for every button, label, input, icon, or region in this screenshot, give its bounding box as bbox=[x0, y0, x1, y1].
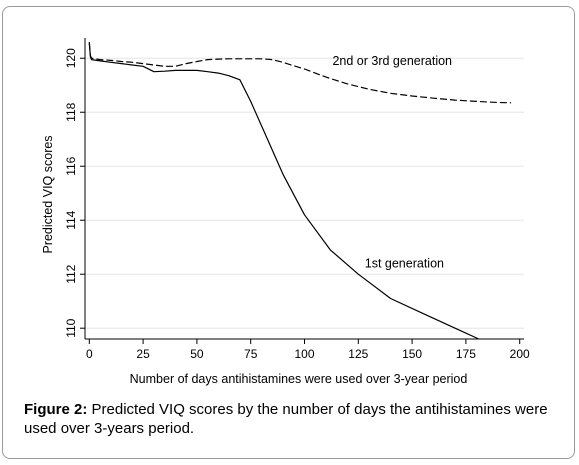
caption-text: Predicted VIQ scores by the number of da… bbox=[24, 401, 548, 437]
x-tick-label: 100 bbox=[294, 347, 314, 361]
series-line-2nd-3rd-generation bbox=[88, 43, 512, 104]
x-axis-title: Number of days antihistamines were used … bbox=[130, 372, 468, 386]
x-tick-label: 175 bbox=[456, 347, 476, 361]
series-annotation: 1st generation bbox=[365, 256, 444, 270]
y-tick-label: 110 bbox=[64, 318, 78, 337]
figure-caption: Figure 2: Predicted VIQ scores by the nu… bbox=[24, 400, 554, 438]
x-tick-label: 125 bbox=[348, 347, 368, 361]
series-line-1st-generation bbox=[88, 41, 480, 340]
y-tick-label: 116 bbox=[64, 156, 78, 175]
y-tick-label: 112 bbox=[64, 264, 78, 283]
x-tick-label: 25 bbox=[136, 347, 150, 361]
x-tick-label: 150 bbox=[402, 347, 422, 361]
y-tick-label: 118 bbox=[64, 102, 78, 121]
series-annotation: 2nd or 3rd generation bbox=[332, 54, 452, 68]
caption-label: Figure 2: bbox=[24, 401, 88, 418]
x-tick-label: 0 bbox=[86, 347, 93, 361]
y-tick-label: 120 bbox=[64, 48, 78, 68]
x-tick-label: 50 bbox=[190, 347, 204, 361]
line-chart: 0 25 50 75 100 125 150 175 200 110 112 114 116 118 120… bbox=[41, 38, 530, 386]
y-tick-label: 114 bbox=[64, 210, 78, 229]
y-axis-title: Predicted VIQ scores bbox=[41, 135, 55, 253]
plot-area bbox=[85, 38, 524, 339]
x-tick-label: 75 bbox=[244, 347, 258, 361]
x-tick-label: 200 bbox=[510, 347, 530, 361]
